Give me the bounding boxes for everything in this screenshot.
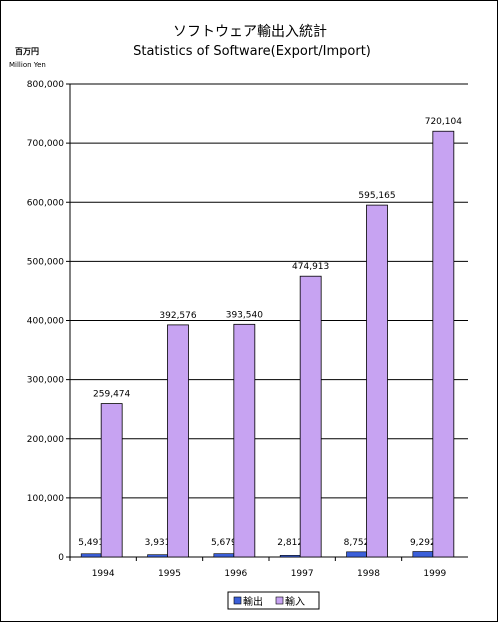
data-label-export: 2,812: [277, 538, 303, 548]
y-tick-label: 0: [58, 553, 64, 563]
data-label-import: 259,474: [93, 390, 130, 400]
x-tick-label: 1998: [357, 569, 380, 579]
y-tick-label: 600,000: [27, 198, 64, 208]
y-unit-ja: 百万円: [15, 47, 39, 56]
legend-label-import: 輸入: [285, 595, 305, 608]
data-label-import: 720,104: [425, 117, 462, 127]
bar-import: [432, 130, 455, 558]
legend-label-export: 輸出: [243, 595, 263, 608]
data-label-export: 3,931: [145, 538, 171, 548]
y-tick-label: 200,000: [27, 435, 64, 445]
bar-import: [167, 324, 189, 558]
data-label-import: 595,165: [358, 191, 395, 201]
bar-export: [346, 551, 367, 558]
data-label-import: 392,576: [159, 311, 196, 321]
bar-export: [412, 551, 434, 558]
x-tick-label: 1997: [291, 569, 314, 579]
bar-export: [80, 553, 102, 558]
y-tick-label: 500,000: [27, 257, 64, 267]
bar-import: [233, 323, 256, 558]
legend-swatch-export: [233, 596, 242, 605]
y-tick-label: 700,000: [27, 139, 64, 149]
bar-import: [299, 275, 322, 558]
legend: 輸出 輸入: [227, 591, 320, 610]
bar-export: [213, 553, 235, 558]
x-tick-label: 1996: [224, 569, 247, 579]
data-label-import: 474,913: [292, 262, 329, 272]
y-tick-label: 100,000: [27, 494, 64, 504]
data-label-export: 8,752: [344, 538, 370, 548]
data-label-import: 393,540: [226, 310, 263, 320]
bar-export: [279, 555, 301, 558]
plot-area: 0 100,000 200,000 300,000 400,000 500,000 600,…: [27, 80, 468, 579]
y-tick-label: 800,000: [27, 80, 64, 90]
x-tick-label: 1994: [92, 569, 115, 579]
y-unit-en: Million Yen: [9, 61, 46, 69]
data-label-export: 5,679: [211, 538, 237, 548]
x-tick-label: 1999: [423, 569, 446, 579]
legend-box: [227, 591, 320, 610]
data-label-export: 5,491: [78, 538, 104, 548]
chart-title: ソフトウェア輸出入統計: [173, 24, 327, 40]
bar-import: [366, 204, 388, 558]
y-tick-label: 300,000: [27, 376, 64, 386]
legend-swatch-import: [275, 596, 284, 605]
y-tick-label: 400,000: [27, 317, 64, 327]
data-label-export: 9,292: [410, 538, 436, 548]
x-tick-label: 1995: [158, 569, 181, 579]
chart-subtitle: Statistics of Software(Export/Import): [133, 44, 371, 59]
bar-export: [147, 554, 168, 558]
bar-import: [100, 403, 123, 558]
